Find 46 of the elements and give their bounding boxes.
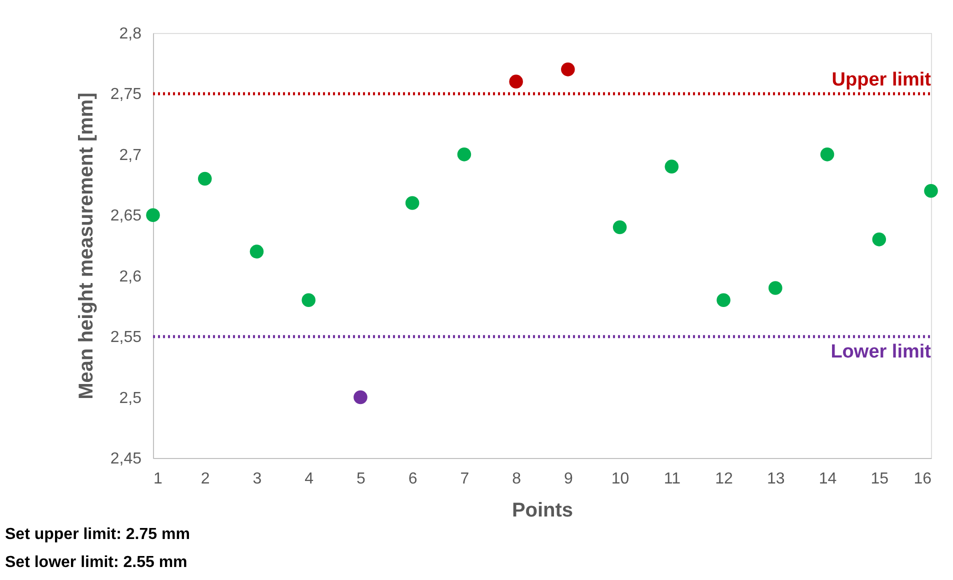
point bbox=[146, 208, 160, 222]
x-tick-label: 13 bbox=[767, 470, 785, 488]
x-tick-label: 10 bbox=[611, 470, 630, 488]
point bbox=[302, 293, 316, 308]
point bbox=[457, 148, 472, 162]
ref-line-label: Lower limit bbox=[830, 342, 932, 363]
x-tick-label: 2 bbox=[200, 470, 210, 488]
point bbox=[405, 196, 420, 210]
point bbox=[354, 390, 368, 404]
y-tick-label: 2,5 bbox=[119, 390, 142, 407]
y-axis-title: Mean height measurement [mm] bbox=[75, 92, 98, 400]
y-tick-label: 2,45 bbox=[110, 450, 142, 468]
point bbox=[768, 281, 782, 295]
x-tick-label: 9 bbox=[564, 470, 573, 488]
x-tick-label: 3 bbox=[252, 470, 262, 488]
point bbox=[820, 148, 834, 162]
point bbox=[250, 244, 264, 258]
x-tick-label: 6 bbox=[408, 470, 418, 488]
text: Set upper limit: 2.75 mm bbox=[5, 526, 190, 543]
y-tick-label: 2,75 bbox=[110, 86, 142, 104]
x-tick-label: 12 bbox=[715, 470, 734, 488]
x-axis-title: Points bbox=[512, 500, 574, 522]
point bbox=[509, 74, 523, 88]
y-tick-label: 2,65 bbox=[110, 208, 142, 225]
ref-line-label: Upper limit bbox=[832, 70, 932, 91]
x-tick-label: 4 bbox=[304, 470, 314, 488]
x-tick-label: 16 bbox=[914, 470, 932, 488]
y-tick-label: 2,8 bbox=[119, 26, 142, 42]
point bbox=[561, 62, 575, 76]
x-tick-label: 14 bbox=[818, 470, 837, 488]
text: Set lower limit: 2.55 mm bbox=[5, 554, 188, 571]
x-tick-label: 15 bbox=[870, 470, 889, 488]
y-tick-label: 2,7 bbox=[119, 146, 142, 164]
y-tick-label: 2,55 bbox=[110, 329, 142, 346]
y-tick-label: 2,6 bbox=[119, 268, 142, 286]
point bbox=[664, 160, 679, 174]
x-tick-label: 5 bbox=[356, 470, 366, 488]
point bbox=[716, 293, 730, 308]
point bbox=[872, 232, 886, 246]
x-tick-label: 7 bbox=[460, 470, 470, 488]
point bbox=[198, 172, 212, 186]
x-tick-label: 1 bbox=[154, 470, 162, 488]
x-tick-label: 11 bbox=[664, 470, 681, 488]
x-tick-label: 8 bbox=[512, 470, 522, 488]
point bbox=[612, 220, 627, 234]
point bbox=[924, 184, 938, 198]
